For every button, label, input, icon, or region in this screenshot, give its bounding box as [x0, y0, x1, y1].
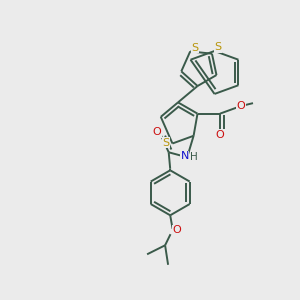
- Text: S: S: [191, 43, 198, 53]
- Text: O: O: [237, 101, 245, 111]
- Text: O: O: [173, 225, 182, 235]
- Text: S: S: [162, 138, 169, 148]
- Text: O: O: [152, 127, 161, 137]
- Text: N: N: [180, 151, 189, 161]
- Text: O: O: [216, 130, 224, 140]
- Text: S: S: [214, 42, 222, 52]
- Text: H: H: [190, 152, 198, 162]
